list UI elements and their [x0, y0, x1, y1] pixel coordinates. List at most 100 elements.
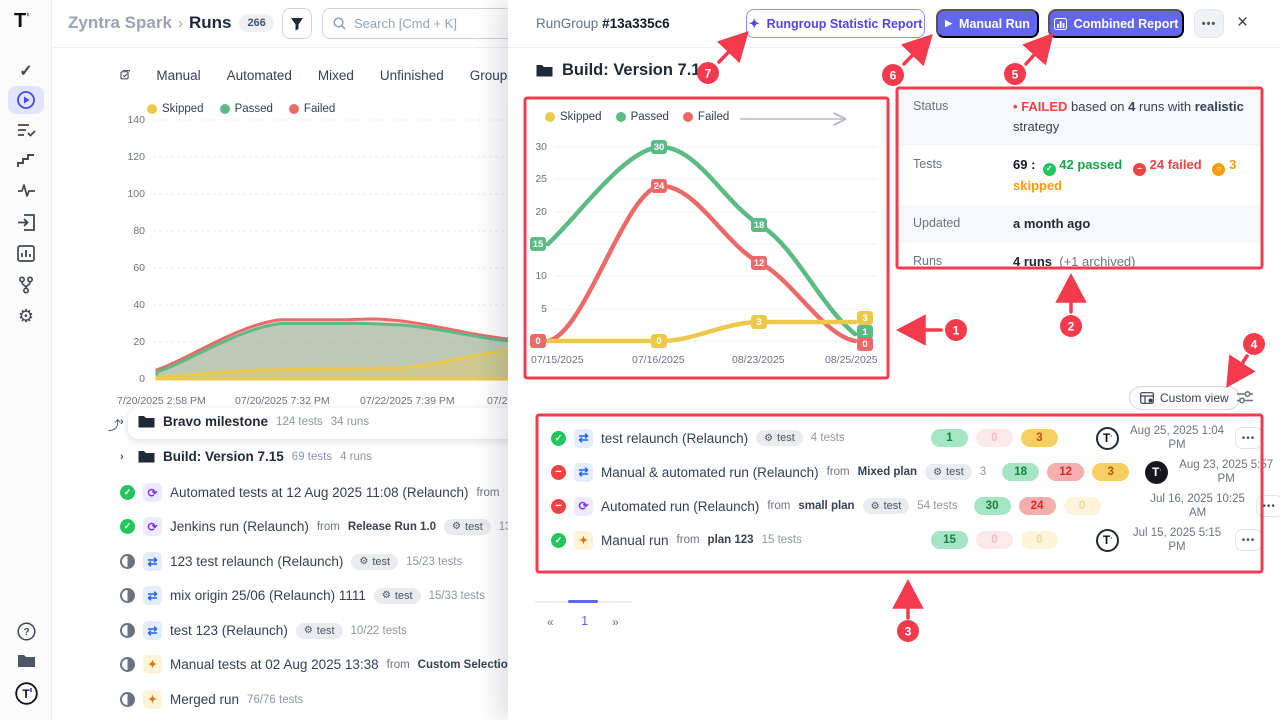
- run-row[interactable]: ✓ ✦ Manual run from plan 123 15 tests 15…: [537, 523, 1262, 557]
- test-tag[interactable]: ⚙ test: [756, 430, 803, 446]
- skipped-point-label: 0: [651, 334, 667, 348]
- in-progress-status-icon: [120, 588, 135, 603]
- chart-legend: Skipped Passed Failed: [147, 103, 335, 115]
- list-item-folder[interactable]: › Build: Version 7.15 69 tests 4 runs: [120, 449, 373, 464]
- run-date: Aug 25, 2025 1:04 PM: [1130, 424, 1224, 451]
- runs-icon[interactable]: [0, 90, 52, 115]
- run-row[interactable]: − ⟳ Automated run (Relaunch) from small …: [537, 489, 1280, 523]
- breadcrumb-project[interactable]: Zyntra Spark: [68, 13, 172, 32]
- combined-report-button[interactable]: Combined Report: [1048, 9, 1184, 38]
- skipped-count-badge: 3: [1092, 463, 1130, 481]
- tests-icon[interactable]: ✓: [19, 63, 33, 80]
- run-date: Jul 15, 2025 5:15 PM: [1132, 526, 1222, 553]
- rungroup-statistic-report-button[interactable]: ✦ Rungroup Statistic Report: [746, 9, 925, 38]
- import-icon[interactable]: [0, 214, 52, 236]
- list-item-run[interactable]: ✦ Merged run 76/76 tests: [120, 690, 303, 709]
- help-icon[interactable]: ?: [0, 622, 52, 646]
- folder-icon: [138, 416, 155, 428]
- legend-failed[interactable]: Failed: [288, 103, 335, 115]
- runs-history-chart: Skipped Passed Failed 140 120 100 80 60 …: [117, 95, 560, 419]
- build-title: Build: Version 7.15: [562, 61, 710, 79]
- failed-count-badge: 12: [1047, 463, 1085, 481]
- row-menu-button[interactable]: •••: [1255, 495, 1280, 517]
- tab-manual[interactable]: Manual: [156, 67, 201, 83]
- pagination-page-1[interactable]: 1: [581, 613, 589, 628]
- pagination-prev[interactable]: «: [547, 615, 554, 629]
- skipped-count-badge: 0: [1063, 497, 1101, 515]
- passed-status-icon: ✓: [551, 430, 566, 446]
- relaunch-run-icon: ⇄: [574, 428, 593, 448]
- relaunch-run-icon: ⇄: [574, 462, 593, 482]
- app-logo[interactable]: T': [14, 10, 30, 32]
- summary-row-tests: Tests 69 : ✓ 42 passed − 24 failed ○ 3 s…: [913, 157, 1237, 193]
- list-item-run[interactable]: ⇄ mix origin 25/06 (Relaunch) 1111 ⚙ test…: [120, 586, 485, 605]
- run-row[interactable]: ✓ ⇄ test relaunch (Relaunch) ⚙ test 4 tes…: [537, 421, 1262, 455]
- tab-mixed[interactable]: Mixed: [317, 67, 354, 83]
- user-avatar: T ': [1096, 426, 1119, 450]
- milestones-icon[interactable]: [0, 152, 52, 173]
- test-tag[interactable]: ⚙ test: [351, 553, 399, 570]
- failed-point-label: 0: [530, 334, 546, 348]
- test-tag[interactable]: ⚙ test: [295, 622, 343, 639]
- tab-automated[interactable]: Automated: [226, 67, 292, 83]
- trend-plot: [545, 98, 877, 344]
- more-actions-button[interactable]: •••: [1194, 9, 1224, 38]
- skipped-count-badge: 0: [1021, 531, 1058, 549]
- plans-icon[interactable]: [0, 122, 52, 143]
- test-tag[interactable]: ⚙ test: [373, 587, 421, 604]
- row-menu-button[interactable]: •••: [1235, 427, 1262, 449]
- tab-groups[interactable]: Groups: [469, 67, 514, 83]
- pulse-icon[interactable]: [0, 183, 52, 203]
- funnel-icon: [291, 17, 303, 30]
- manual-run-button[interactable]: ▶ Manual Run: [936, 9, 1039, 38]
- analytics-icon[interactable]: [0, 245, 52, 267]
- view-settings-icon[interactable]: [1236, 390, 1254, 410]
- summary-row-status: Status • FAILED based on 4 runs with rea…: [897, 88, 1262, 147]
- passed-point-label: 15: [530, 237, 546, 251]
- list-item-folder[interactable]: › Bravo milestone 124 tests 34 runs: [120, 414, 370, 429]
- projects-folder-icon[interactable]: [0, 653, 52, 673]
- rungroup-trend-chart: Skipped Passed Failed 0 5 10 15 20 25 30: [525, 98, 888, 378]
- failed-count-badge: 0: [976, 531, 1013, 549]
- sidebar: T' ✓ ⚙ ? T: [0, 0, 52, 720]
- custom-view-button[interactable]: Custom view: [1129, 386, 1240, 410]
- table-view-icon: [1140, 392, 1154, 404]
- account-avatar[interactable]: T: [0, 682, 52, 710]
- run-row[interactable]: − ⇄ Manual & automated run (Relaunch) fr…: [537, 455, 1273, 489]
- passed-status-icon: ✓: [551, 532, 566, 548]
- passed-icon: ✓: [1042, 162, 1056, 176]
- legend-skipped[interactable]: Skipped: [147, 103, 204, 115]
- settings-icon[interactable]: ⚙: [17, 306, 35, 326]
- passed-count-badge: 30: [973, 497, 1011, 515]
- automated-run-icon: ⟳: [574, 496, 593, 516]
- run-date: Jul 16, 2025 10:25 AM: [1150, 492, 1245, 519]
- passed-count-badge: 15: [931, 531, 968, 549]
- list-item-run[interactable]: ⇄ test 123 (Relaunch) ⚙ test 10/22 tests: [120, 621, 407, 640]
- passed-count-badge: 1: [931, 429, 968, 447]
- branch-icon[interactable]: [0, 276, 52, 299]
- relaunch-run-icon: ⇄: [143, 586, 162, 605]
- pin-icon[interactable]: ⤴: [108, 418, 122, 433]
- rungroup-drawer: RunGroup #13a335c6 ✦ Rungroup Statistic …: [508, 0, 1280, 720]
- skipped-icon: ○: [1212, 162, 1226, 176]
- test-tag[interactable]: ⚙ test: [862, 498, 910, 514]
- list-item-run[interactable]: ⇄ 123 test relaunch (Relaunch) ⚙ test 15/…: [120, 552, 462, 571]
- row-menu-button[interactable]: •••: [1235, 529, 1262, 551]
- folder-icon: [536, 65, 553, 77]
- test-tag[interactable]: ⚙ test: [925, 464, 972, 480]
- legend-passed[interactable]: Passed: [219, 103, 273, 115]
- summary-row-runs: Runs 4 runs (+1 archived): [913, 254, 1136, 270]
- filter-button[interactable]: [282, 8, 312, 39]
- breadcrumb: Zyntra Spark › Runs 266: [68, 13, 274, 33]
- summary-row-updated: Updated a month ago: [897, 205, 1262, 244]
- tab-unfinished[interactable]: Unfinished: [379, 67, 444, 83]
- select-runs-icon[interactable]: [120, 67, 130, 83]
- pagination-next[interactable]: »: [612, 615, 619, 629]
- manual-run-icon: ✦: [574, 530, 593, 550]
- passed-status-icon: ✓: [120, 519, 135, 534]
- manual-run-icon: ✦: [143, 690, 162, 709]
- list-item-run[interactable]: ✓ ⟳ Jenkins run (Relaunch) from Release …: [120, 517, 539, 536]
- list-item-run[interactable]: ✦ Manual tests at 02 Aug 2025 13:38 from…: [120, 655, 566, 674]
- close-drawer-button[interactable]: ×: [1237, 12, 1249, 33]
- test-tag[interactable]: ⚙ test: [444, 518, 491, 535]
